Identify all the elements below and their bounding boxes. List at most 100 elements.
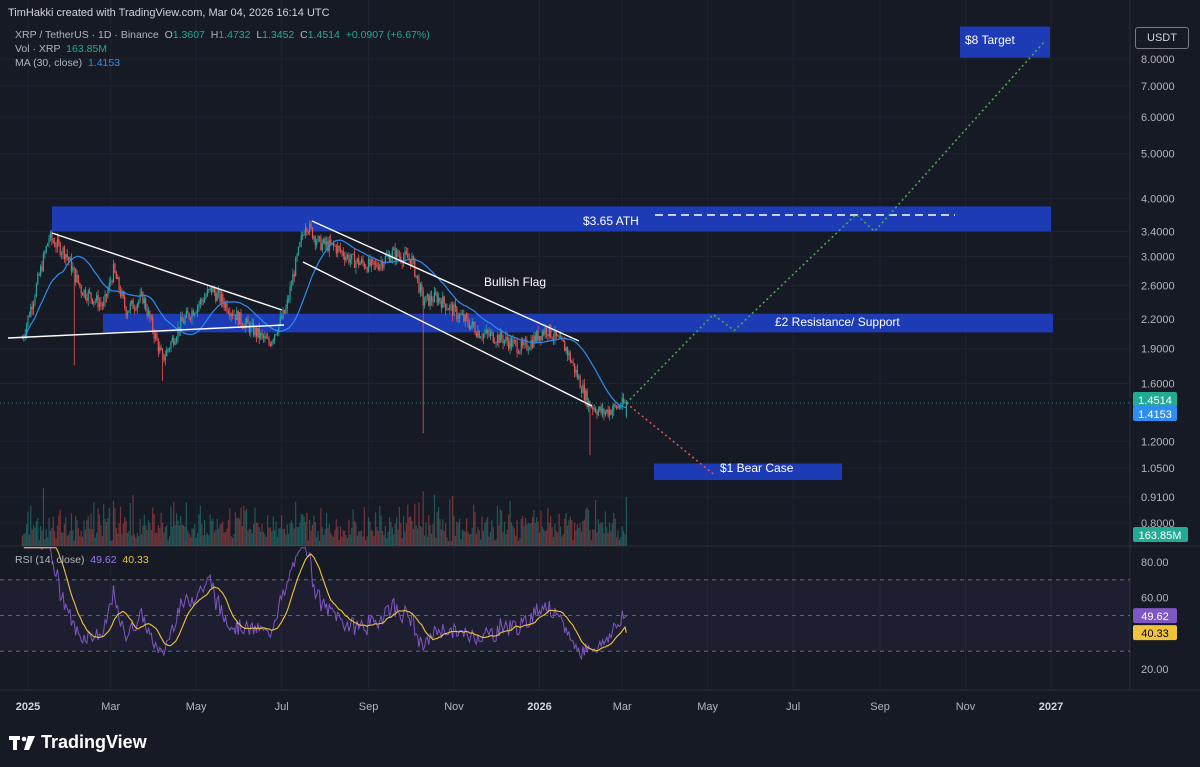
- volume-bar: [544, 531, 546, 546]
- currency-button[interactable]: USDT: [1135, 27, 1189, 49]
- candle-body: [288, 299, 290, 300]
- volume-bar: [386, 538, 388, 546]
- time-tick-label: Jul: [786, 701, 800, 713]
- candle-body: [196, 306, 199, 313]
- volume-bar: [138, 536, 140, 546]
- candle-body: [468, 324, 471, 330]
- candle-body: [300, 235, 302, 243]
- volume-bar: [405, 523, 407, 546]
- candle-body: [519, 351, 521, 354]
- volume-bar: [311, 524, 314, 546]
- candle-body: [572, 362, 574, 364]
- candle-body: [337, 246, 339, 254]
- volume-bar: [194, 524, 196, 546]
- bear-case-label: $1 Bear Case: [720, 461, 794, 475]
- rsi-label[interactable]: RSI (14, close): [15, 554, 85, 566]
- volume-label[interactable]: Vol · XRP: [15, 43, 61, 55]
- volume-bar: [565, 512, 567, 546]
- volume-bar: [593, 529, 595, 546]
- candle-body: [496, 335, 499, 343]
- volume-bar: [149, 523, 151, 546]
- candle-body: [484, 333, 486, 334]
- candle-body: [126, 312, 129, 317]
- volume-bar: [467, 531, 469, 546]
- volume-bar: [450, 540, 452, 546]
- candle-body: [592, 406, 594, 410]
- candle-body: [545, 327, 548, 335]
- candle-body: [608, 409, 611, 416]
- volume-bar: [481, 516, 483, 546]
- triangle-lower-line: [7, 324, 285, 339]
- volume-bar: [527, 522, 529, 546]
- ma-30-line: [22, 239, 627, 409]
- candle-body: [435, 292, 437, 295]
- volume-bar: [210, 520, 213, 546]
- candle-body: [108, 282, 110, 290]
- candle-body: [63, 247, 66, 260]
- volume-bar: [209, 514, 211, 546]
- volume-bar: [276, 536, 279, 546]
- price-tick-label: 7.0000: [1141, 81, 1175, 93]
- candle-body: [421, 284, 423, 291]
- candle-body: [296, 254, 298, 258]
- volume-bar: [346, 538, 349, 546]
- volume-bar: [432, 524, 434, 546]
- volume-bar: [454, 535, 457, 546]
- volume-bar: [404, 531, 406, 546]
- candle-body: [610, 409, 612, 415]
- rsi-line: [23, 547, 627, 661]
- volume-bar: [523, 526, 525, 546]
- volume-bar: [453, 515, 455, 546]
- volume-bar: [337, 526, 339, 546]
- ma-label[interactable]: MA (30, close): [15, 57, 83, 69]
- candle-body: [224, 303, 227, 308]
- volume-bar: [494, 540, 496, 546]
- zone-res: [103, 313, 1053, 333]
- volume-bar: [153, 514, 155, 546]
- candle-body: [551, 337, 553, 340]
- candle-body: [101, 304, 103, 307]
- volume-bar: [65, 517, 67, 546]
- volume-bar: [202, 535, 204, 546]
- volume-bar: [152, 507, 154, 546]
- zone-bear: [654, 463, 842, 481]
- volume-bar: [359, 531, 361, 546]
- candle-body: [466, 314, 468, 318]
- candle-body: [314, 236, 316, 245]
- symbol-name[interactable]: XRP / TetherUS · 1D · Binance: [15, 29, 159, 41]
- time-tick-label: 2027: [1039, 701, 1063, 713]
- zone-ath: [52, 206, 1051, 232]
- candle-body: [443, 296, 445, 304]
- volume-bar: [419, 525, 421, 546]
- candle-body: [132, 300, 134, 309]
- volume-bar: [283, 528, 286, 546]
- volume-bar: [402, 516, 405, 546]
- candle-body: [601, 408, 604, 414]
- volume-bar: [201, 524, 203, 546]
- candle-body: [223, 302, 225, 308]
- volume-bar: [54, 531, 56, 546]
- candle-body: [433, 292, 435, 303]
- candle-body: [248, 323, 251, 333]
- volume-bar: [435, 537, 437, 546]
- candle-body: [452, 304, 454, 316]
- candle-body: [110, 281, 112, 283]
- candle-body: [54, 242, 56, 247]
- volume-bar: [115, 527, 117, 546]
- volume-bar: [233, 533, 235, 546]
- volume-bar: [118, 523, 120, 546]
- volume-bar: [390, 521, 392, 546]
- candle-body: [568, 352, 570, 356]
- rsi-badge-bg: [1133, 608, 1177, 624]
- tradingview-logo[interactable]: TradingView: [9, 732, 147, 753]
- candle-body: [596, 412, 598, 415]
- rsi-tick-label: 20.00: [1141, 664, 1169, 676]
- candle-body: [217, 290, 220, 293]
- volume-bar: [160, 512, 162, 546]
- volume-bar: [559, 526, 562, 546]
- candle-body: [425, 295, 427, 303]
- candle-body: [386, 255, 388, 257]
- volume-bar: [182, 525, 185, 546]
- volume-bar: [191, 528, 193, 546]
